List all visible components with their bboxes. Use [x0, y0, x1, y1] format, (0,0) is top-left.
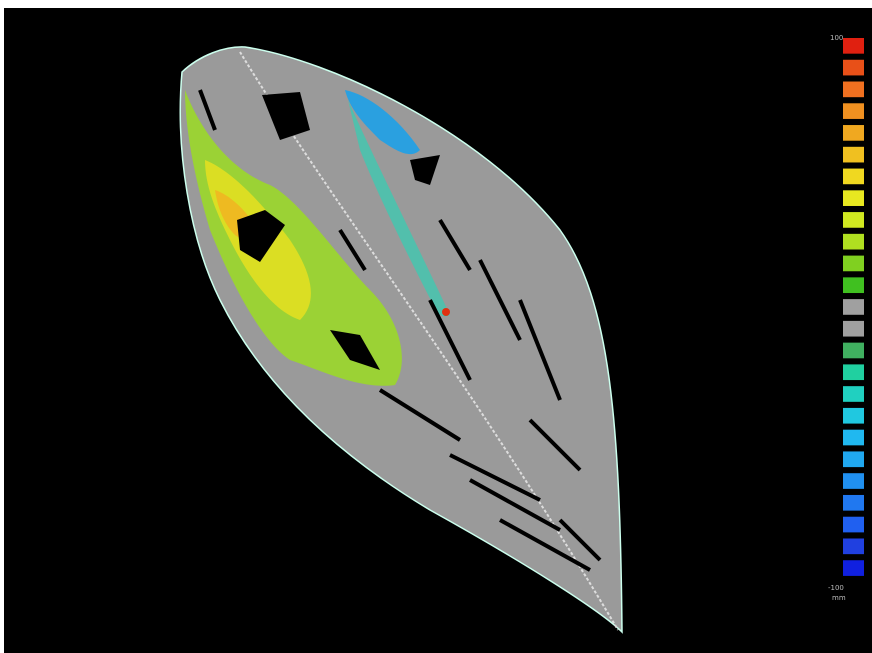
scale-swatch — [843, 538, 864, 555]
scale-swatch — [843, 277, 864, 294]
scale-swatch — [843, 473, 864, 489]
scale-swatch — [843, 560, 864, 576]
scale-swatch — [843, 320, 864, 337]
red-spot — [442, 308, 450, 316]
scale-swatch — [843, 146, 864, 163]
hole — [237, 210, 285, 262]
scale-max-label: 100 — [830, 34, 843, 42]
scale-swatch — [843, 364, 864, 381]
cyan-strip — [348, 100, 450, 317]
scale-swatch — [843, 125, 864, 141]
scale-swatch — [843, 451, 864, 468]
hole — [410, 155, 440, 185]
scale-swatch — [843, 386, 864, 402]
scale-swatch — [843, 299, 864, 315]
scale-min-label: -100 — [828, 584, 844, 592]
scale-swatch — [843, 429, 864, 446]
blue-region — [345, 90, 420, 155]
scale-swatch — [843, 407, 864, 424]
scan-surface — [179, 46, 623, 634]
scale-swatch — [843, 255, 864, 272]
scale-swatch — [843, 168, 864, 185]
green-region — [185, 90, 402, 386]
scale-unit: mm — [832, 594, 846, 602]
scale-swatch — [843, 190, 864, 206]
scan-gaps — [198, 89, 602, 572]
scale-swatch — [843, 233, 864, 250]
scale-swatch — [843, 81, 864, 98]
scale-swatch — [843, 212, 864, 228]
scale-swatch — [843, 494, 864, 511]
scale-swatch — [843, 38, 864, 54]
scale-swatch — [843, 103, 864, 119]
scale-swatch — [843, 59, 864, 76]
scale-swatch — [843, 342, 864, 359]
hole — [262, 92, 310, 140]
hole — [330, 330, 380, 370]
scale-swatch — [843, 516, 864, 533]
